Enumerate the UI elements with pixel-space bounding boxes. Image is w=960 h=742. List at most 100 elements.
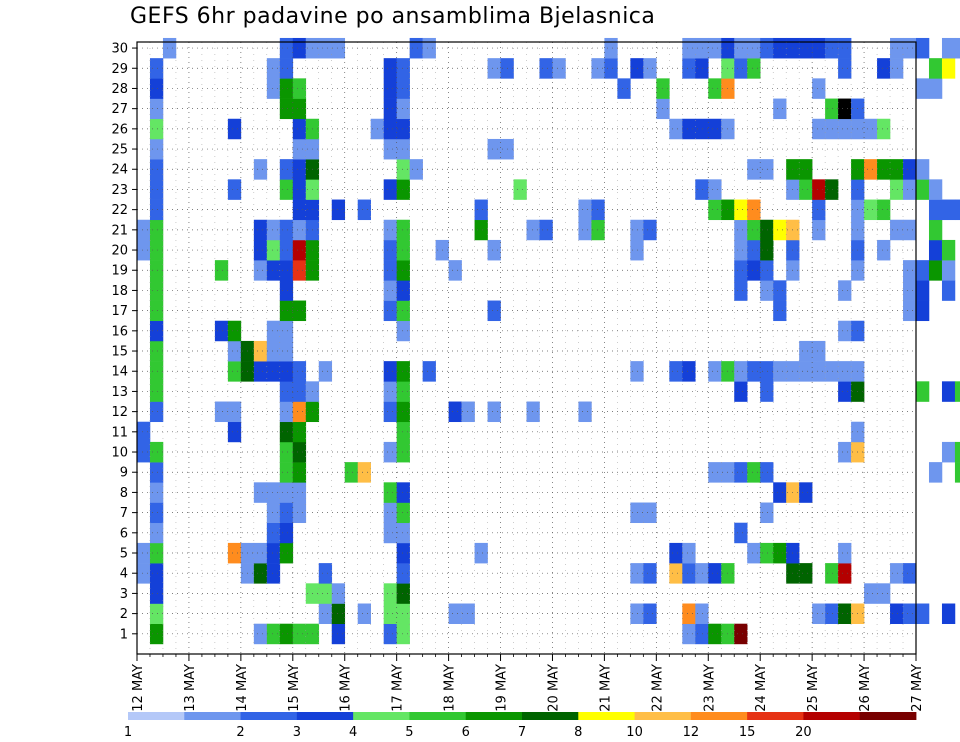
heatmap-cell [266,542,281,564]
heatmap-cell [760,37,774,59]
heatmap-cell [266,260,281,281]
heatmap-cell [474,542,488,564]
heatmap-cell [448,401,462,423]
y-tick-label: 22 [111,203,128,218]
heatmap-cell [149,340,164,362]
heatmap-cell [708,199,722,221]
heatmap-cell [357,462,371,483]
heatmap-cell [266,320,281,342]
heatmap-cell [825,98,839,120]
heatmap-cell [864,199,878,221]
heatmap-cell [916,159,930,180]
heatmap-cell [838,563,852,584]
heatmap-cell [799,340,813,362]
legend-swatch [409,712,467,720]
heatmap-cell [396,441,410,463]
heatmap-cell [227,340,242,362]
heatmap-cell [773,300,787,322]
heatmap-cell [734,522,748,544]
heatmap-cell [149,462,164,483]
y-tick-label: 27 [111,102,128,117]
heatmap-cell [513,179,527,200]
heatmap-cell [682,118,696,140]
heatmap-cell [279,98,294,120]
heatmap-cell [877,239,891,261]
heatmap-cell [149,280,164,301]
heatmap-cell [331,37,346,59]
heatmap-cell [916,300,930,322]
heatmap-cell [149,260,164,281]
heatmap-cell [825,563,839,584]
heatmap-cell [941,260,956,281]
heatmap-cell [928,78,943,99]
heatmap-cell [137,239,151,261]
heatmap-cell [487,58,501,79]
y-tick-label: 5 [120,547,128,562]
heatmap-cell [928,199,943,221]
heatmap-cell [734,280,748,301]
heatmap-cell [526,401,540,423]
heatmap-cell [954,37,960,59]
heatmap-cell [279,78,294,99]
heatmap-cell [396,361,410,382]
heatmap-cell [747,542,761,564]
heatmap-cell [396,542,410,564]
heatmap-cell [266,522,281,544]
heatmap-cell [578,219,592,241]
heatmap-cell [253,219,268,241]
heatmap-cell [253,239,268,261]
heatmap-cell [734,623,748,645]
heatmap-cell [253,340,268,362]
heatmap-cell [760,462,774,483]
heatmap-cell [799,361,813,382]
heatmap-cell [279,340,294,362]
legend-label: 20 [795,725,812,740]
x-tick-label: 12 MAY [131,664,146,712]
heatmap-cell [137,219,151,241]
heatmap-cell [396,421,410,443]
x-tick-label: 15 MAY [287,664,302,712]
heatmap-cell [253,542,268,564]
heatmap-cell [292,159,307,180]
heatmap-cell [279,542,294,564]
heatmap-cell [396,482,410,503]
heatmap-cell [292,239,307,261]
heatmap-cell [643,502,657,524]
heatmap-cell [266,219,281,241]
heatmap-cell [838,441,852,463]
y-tick-label: 4 [120,567,128,582]
heatmap-cell [916,179,930,200]
x-tick-label: 22 MAY [650,664,665,712]
heatmap-cell [292,300,307,322]
heatmap-cell [149,361,164,382]
heatmap-cell [149,98,164,120]
heatmap-cell [149,381,164,402]
heatmap-cell [383,78,397,99]
heatmap-cells [137,37,960,645]
heatmap-cell [760,219,774,241]
heatmap-cell [266,361,281,382]
heatmap-cell [292,462,307,483]
heatmap-cell [253,563,268,584]
heatmap-cell [383,300,397,322]
heatmap-cell [916,603,930,625]
legend-swatch [296,712,354,720]
heatmap-cell [773,482,787,503]
heatmap-cell [941,239,956,261]
heatmap-cell [474,219,488,241]
heatmap-cell [708,361,722,382]
y-tick-label: 1 [120,627,128,642]
heatmap-cell [149,199,164,221]
heatmap-cell [383,219,397,241]
heatmap-cell [734,239,748,261]
heatmap-cell [292,118,307,140]
heatmap-cell [137,563,151,584]
heatmap-cell [214,401,229,423]
heatmap-cell [396,78,410,99]
heatmap-cell [266,78,281,99]
heatmap-cell [318,37,333,59]
heatmap-cell [396,280,410,301]
heatmap-cell [279,239,294,261]
y-tick-label: 2 [120,607,128,622]
heatmap-cell [279,280,294,301]
